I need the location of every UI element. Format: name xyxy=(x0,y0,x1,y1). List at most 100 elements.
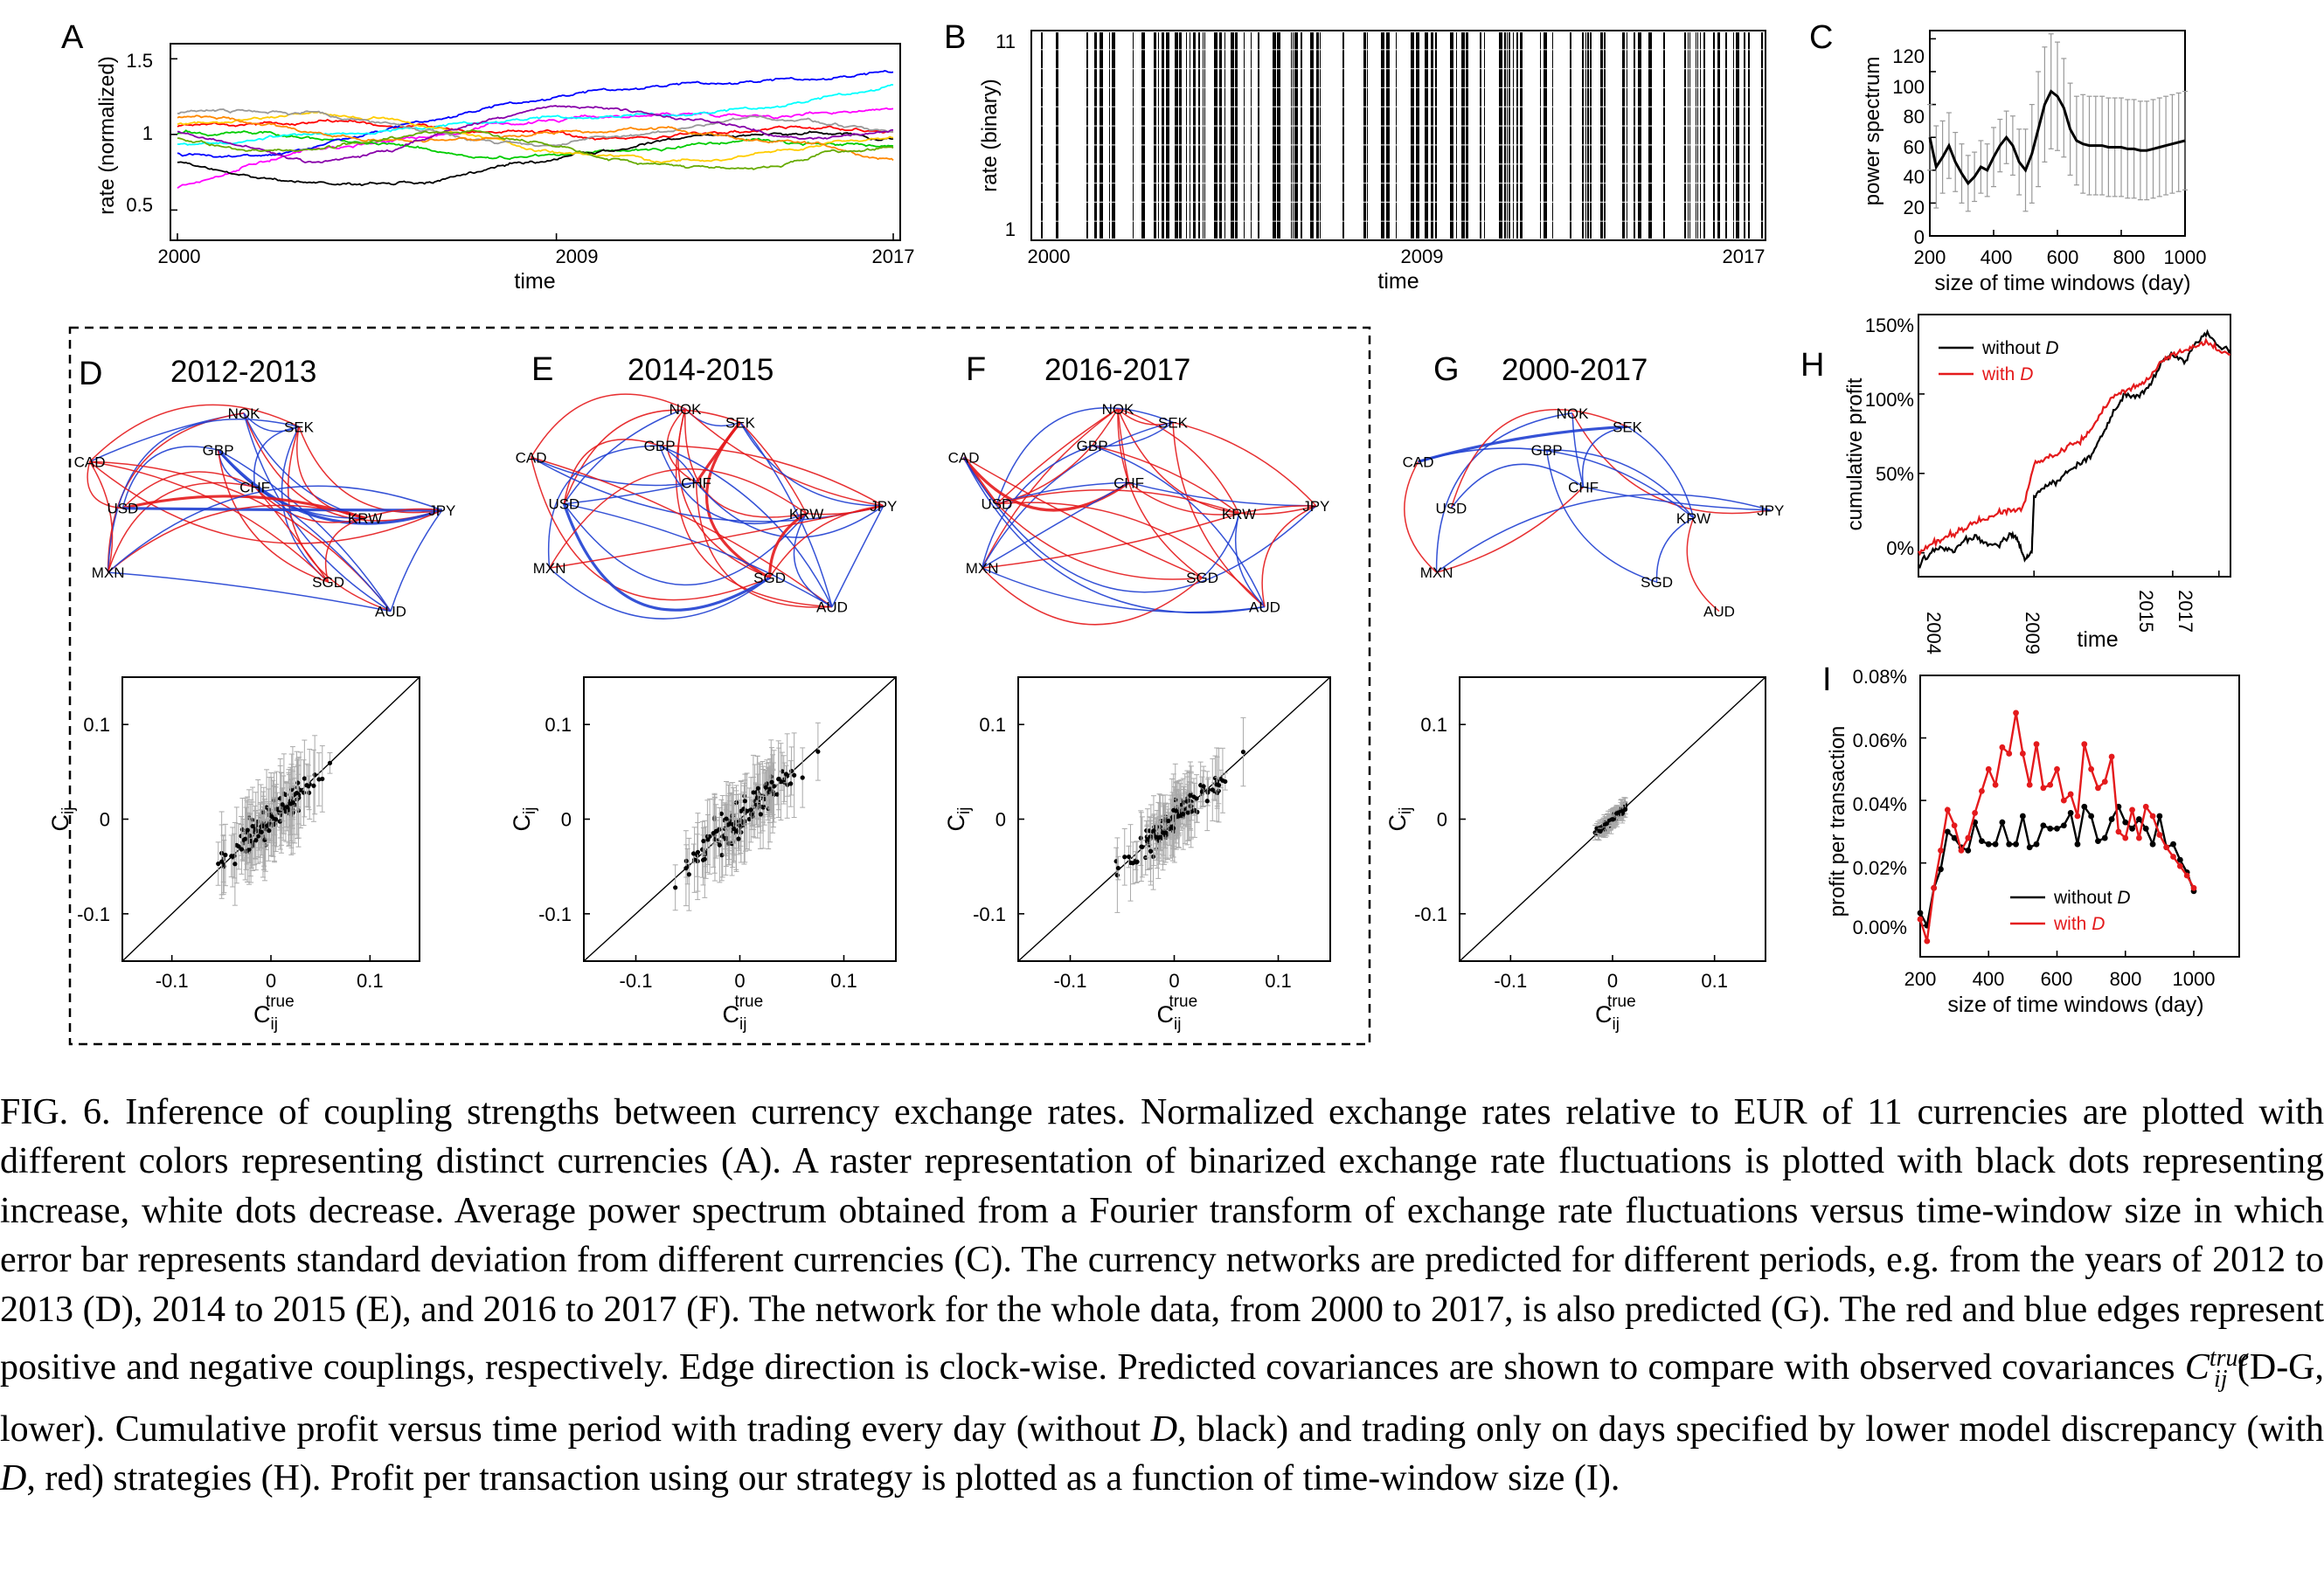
data-point xyxy=(683,866,689,871)
data-point xyxy=(2122,819,2129,826)
caption-text: , red) strategies (H). Profit per transa… xyxy=(26,1458,1620,1499)
raster-mark xyxy=(1684,32,1686,239)
raster-mark xyxy=(1214,32,1217,239)
data-point xyxy=(2163,844,2170,851)
positive-edge xyxy=(1238,505,1316,515)
negative-edge xyxy=(982,481,1129,569)
positive-edge xyxy=(1261,505,1317,607)
raster-mark xyxy=(1744,32,1745,239)
data-point xyxy=(746,816,752,822)
positive-edge xyxy=(684,408,807,518)
y-tick: 0.1 xyxy=(979,714,1006,736)
positive-edge xyxy=(739,421,808,515)
data-point xyxy=(673,885,678,890)
raster-mark xyxy=(1761,32,1763,239)
node-label: NOK xyxy=(1557,405,1590,422)
data-point xyxy=(1931,884,1938,891)
x-axis-label: Cijtrue xyxy=(723,993,764,1034)
y-tick: 40 xyxy=(1904,166,1925,188)
data-point xyxy=(2006,841,2013,848)
x-tick: 0 xyxy=(1169,970,1179,992)
data-point xyxy=(695,849,701,855)
data-point xyxy=(216,861,221,867)
negative-edge xyxy=(563,408,686,505)
negative-edge xyxy=(1627,426,1695,518)
data-point xyxy=(2013,709,2019,716)
negative-edge xyxy=(562,503,771,612)
data-point xyxy=(769,779,774,785)
data-point xyxy=(718,811,724,816)
y-tick: 0 xyxy=(561,809,572,831)
raster-mark xyxy=(1094,32,1097,239)
raster-mark xyxy=(1109,32,1110,239)
raster-mark xyxy=(1456,32,1457,239)
negative-edge xyxy=(981,421,1174,569)
raster-mark xyxy=(1587,32,1589,239)
data-point xyxy=(739,808,744,813)
data-point xyxy=(284,805,290,810)
y-tick: 0.1 xyxy=(83,714,110,736)
data-point xyxy=(2190,884,2197,891)
raster-mark xyxy=(1219,32,1222,239)
x-tick: 200 xyxy=(1914,246,1946,268)
raster-mark xyxy=(1648,32,1652,239)
data-point xyxy=(2074,813,2081,820)
negative-edge xyxy=(1581,426,1628,488)
data-point xyxy=(253,827,258,832)
positive-edge xyxy=(107,481,255,573)
raster-mark xyxy=(1509,32,1510,239)
node-label: JPY xyxy=(1757,502,1784,519)
data-point xyxy=(758,812,763,817)
y-axis-label: power spectrum xyxy=(1861,57,1884,206)
data-point xyxy=(1598,828,1603,834)
data-point xyxy=(1972,810,1979,816)
node-label: JPY xyxy=(1302,498,1329,515)
data-point xyxy=(1979,838,1985,845)
data-point xyxy=(705,837,711,842)
raster-mark xyxy=(1301,32,1302,239)
x-tick: 0 xyxy=(734,970,745,992)
panel-b-raster xyxy=(1030,30,1766,241)
data-point xyxy=(307,790,312,795)
data-point xyxy=(767,786,773,792)
data-point xyxy=(2156,813,2163,820)
negative-edge xyxy=(217,448,443,525)
raster-mark xyxy=(1179,32,1182,239)
data-point xyxy=(744,808,750,813)
raster-mark xyxy=(1186,32,1187,239)
scatter-g: 0.1 0 -0.1 -0.1 0 0.1 Cij Cijtrue xyxy=(1384,676,1766,1034)
data-point xyxy=(1958,847,1965,854)
x-tick: 400 xyxy=(1973,968,2005,990)
network-g: NOK SEK GBP CAD CHF USD KRW JPY MXN SGD AUD xyxy=(1403,405,1785,620)
data-point xyxy=(2101,779,2108,786)
data-point xyxy=(776,776,781,782)
negative-edge xyxy=(549,567,771,619)
y-tick: -0.1 xyxy=(538,903,572,925)
panel-c: C power spectrum size of time windows (d… xyxy=(1809,19,2206,295)
data-point xyxy=(1616,810,1621,815)
data-point xyxy=(1166,818,1171,824)
data-point xyxy=(2054,765,2060,772)
positive-edge xyxy=(704,421,771,579)
y-tick: 60 xyxy=(1904,136,1925,158)
data-point xyxy=(1215,790,1220,796)
x-tick: 0 xyxy=(1607,970,1618,992)
y-tick: 20 xyxy=(1904,197,1925,218)
data-point xyxy=(1176,813,1183,819)
data-point xyxy=(2095,838,2101,845)
x-tick: 2000 xyxy=(1028,246,1071,267)
data-point xyxy=(774,792,780,797)
data-point xyxy=(1999,744,2006,751)
y-tick: 0% xyxy=(1886,537,1914,559)
data-point xyxy=(1115,865,1120,871)
y-tick: 150% xyxy=(1865,315,1914,336)
data-point xyxy=(246,833,253,839)
x-tick: 2009 xyxy=(2022,612,2043,654)
raster-mark xyxy=(1544,32,1547,239)
data-point xyxy=(2115,828,2122,835)
data-point xyxy=(731,826,737,832)
negative-edge xyxy=(1092,445,1266,607)
panel-letter: E xyxy=(531,351,553,388)
y-tick: 80 xyxy=(1904,106,1925,128)
power-spectrum-line xyxy=(1928,89,2186,186)
